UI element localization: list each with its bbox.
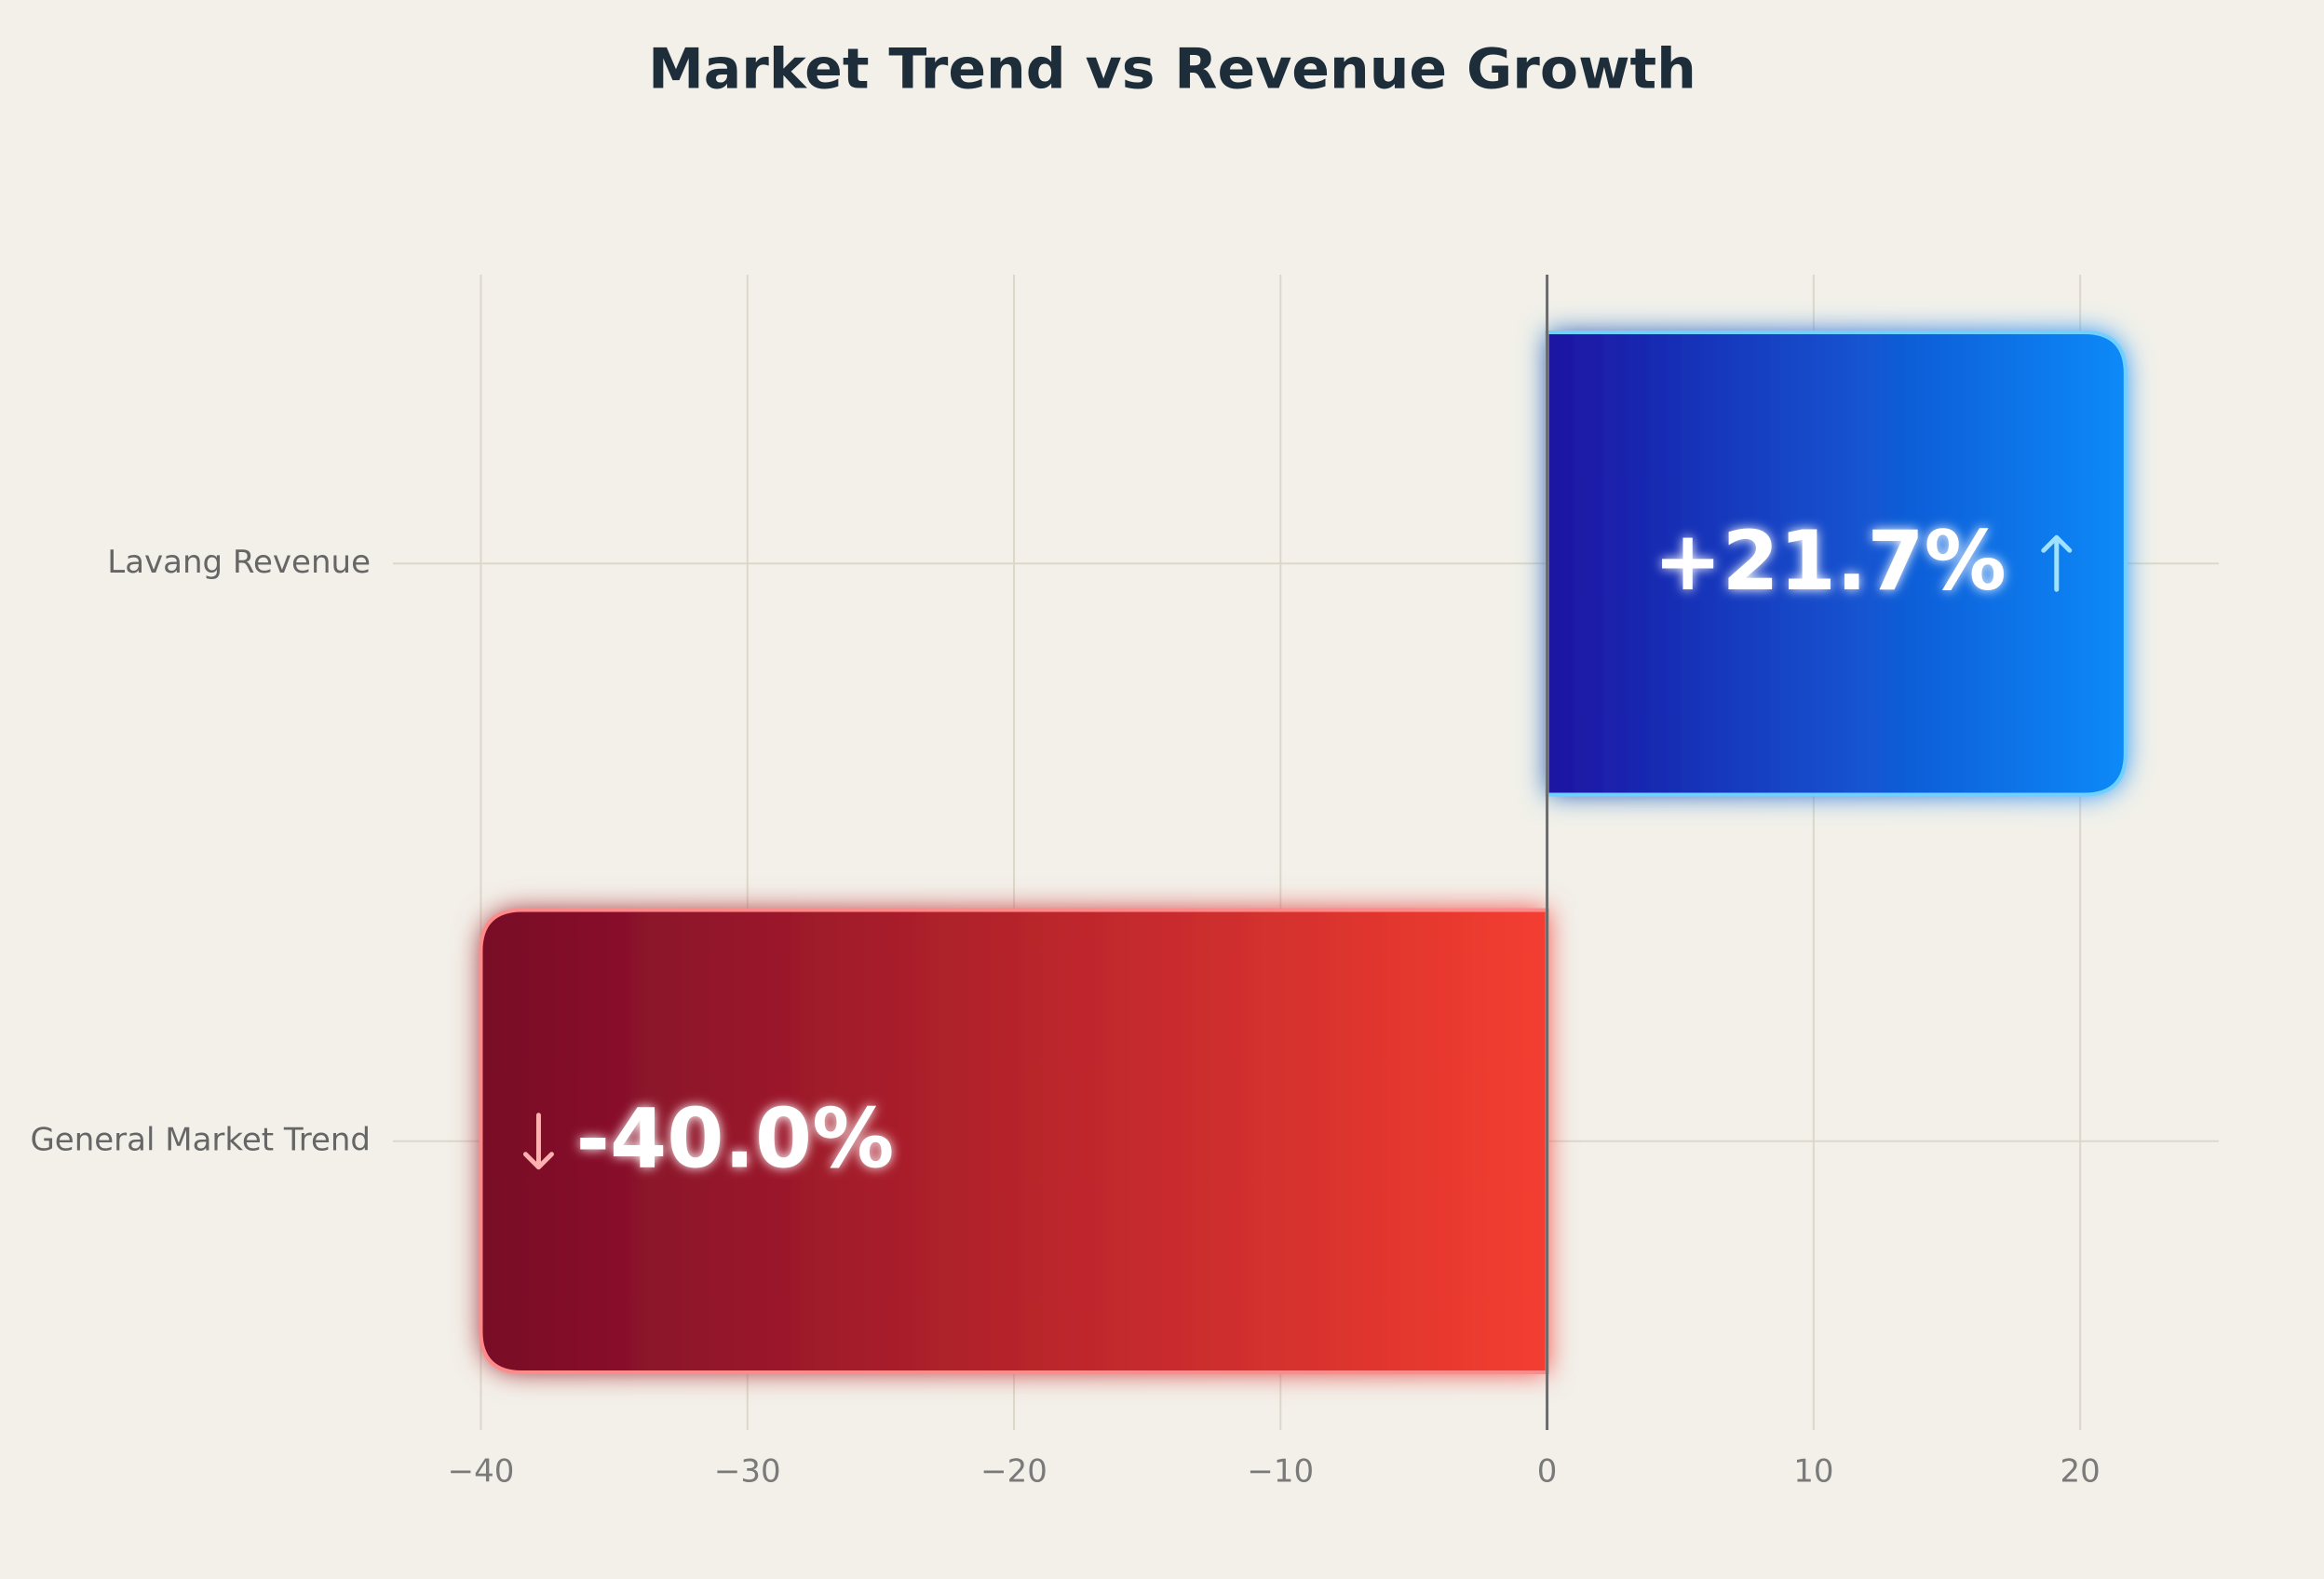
x-tick-label: −20	[980, 1453, 1047, 1491]
value-label: -40.0%	[575, 1091, 894, 1187]
y-tick-label: Lavang Revenue	[107, 544, 371, 581]
x-tick-label: 20	[2061, 1453, 2101, 1491]
y-tick-label: General Market Trend	[30, 1121, 371, 1158]
x-tick-label: −40	[448, 1453, 515, 1491]
value-label: +21.7%	[1654, 513, 2006, 609]
bar	[479, 908, 1549, 1374]
x-tick-label: 0	[1537, 1453, 1558, 1491]
bar	[1545, 331, 2128, 797]
x-tick-label: −10	[1247, 1453, 1314, 1491]
arrow-icon	[522, 1113, 554, 1170]
x-tick-label: −30	[714, 1453, 781, 1491]
arrow-icon	[2041, 534, 2073, 592]
chart-title: Market Trend vs Revenue Growth	[648, 37, 1696, 102]
x-tick-label: 10	[1793, 1453, 1833, 1491]
